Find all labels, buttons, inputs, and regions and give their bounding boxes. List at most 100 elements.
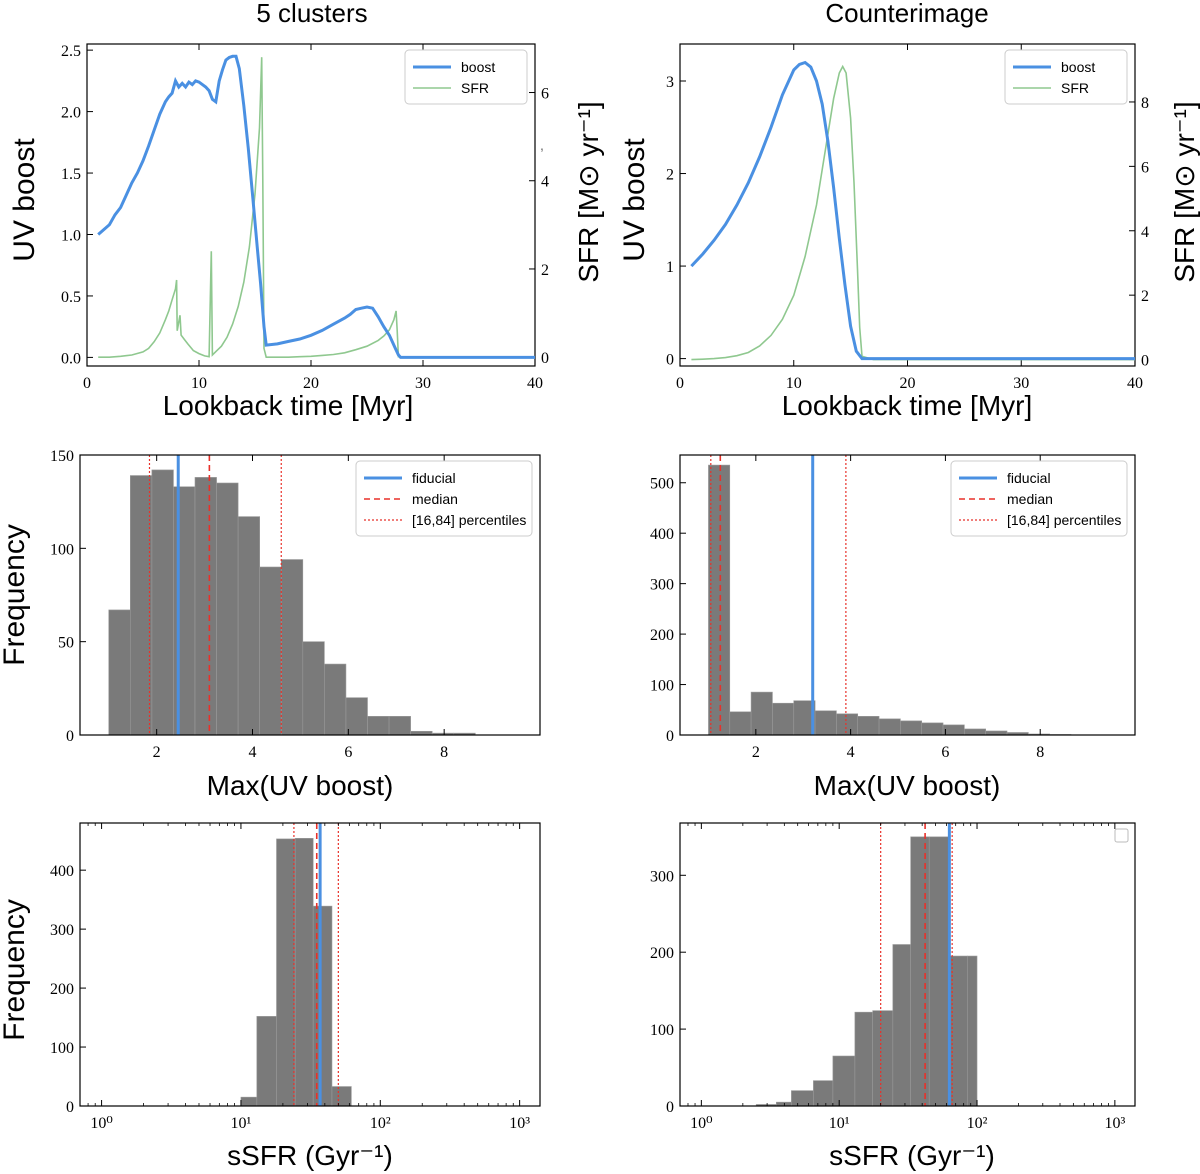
p4-bar (750, 691, 773, 735)
p6-xlabel: sSFR (Gyr⁻¹) (829, 1140, 995, 1171)
p6-bar (791, 1090, 814, 1106)
p4-bar (729, 711, 752, 735)
p5-xtick-label: 10¹ (231, 1115, 252, 1132)
p4-ytick-label: 500 (650, 476, 674, 493)
p3-legend (355, 460, 533, 537)
p4-legend-label-median: median (1007, 491, 1053, 507)
p2-series-boost (690, 60, 1135, 361)
p2-legend-label-sfr: SFR (1061, 80, 1089, 96)
p6-bars (755, 823, 978, 1106)
p6-ytick-label: 200 (650, 945, 674, 962)
p1-xlabel: Lookback time [Myr] (163, 390, 414, 421)
p5-bar (240, 1096, 258, 1106)
p1-ytick-label: 2.5 (61, 43, 81, 60)
p1-legend (404, 49, 528, 105)
p5-bar (276, 838, 296, 1106)
p3-ytick-label: 50 (58, 635, 74, 652)
p3-bar (237, 516, 260, 735)
p1-ytick2-label: 6 (541, 86, 549, 103)
p2-ytick2-label: 8 (1141, 95, 1149, 112)
p2-ytick2-label: 2 (1141, 288, 1149, 305)
p5-bar (331, 1086, 352, 1106)
p6-bar (872, 1010, 894, 1106)
p3-xtick-label: 4 (249, 744, 257, 761)
p1-legend-label-boost: boost (461, 59, 495, 75)
p1-xtick-label: 10 (191, 375, 207, 392)
p2-legend (1004, 49, 1128, 105)
p4-legend (950, 460, 1128, 537)
p5-ytick-label: 400 (50, 863, 74, 880)
p1-legend-label-sfr: SFR (461, 80, 489, 96)
p3-bar (130, 475, 153, 735)
p4-ytick-label: 100 (650, 678, 674, 695)
p6-bar (910, 836, 930, 1106)
p4-ytick-label: 400 (650, 526, 674, 543)
p1-xtick-label: 0 (83, 375, 91, 392)
p3-bar (324, 663, 347, 735)
p2-ylabel: UV boost (618, 138, 651, 262)
p6-bar (948, 955, 968, 1106)
p5-xtick-label: 10⁰ (90, 1115, 112, 1132)
p3-bar (280, 559, 304, 735)
p6-bar (928, 836, 949, 1106)
p2-xtick-label: 40 (1127, 375, 1143, 392)
p6-frame (679, 822, 1136, 1107)
p2-xtick-label: 20 (900, 375, 916, 392)
p3-legend-label-median: median (412, 491, 458, 507)
p1-ytick-label: 0.0 (61, 350, 81, 367)
p2-ytick-label: 2 (666, 167, 674, 184)
p3-legend-label-fiducial: fiducial (412, 470, 456, 486)
p1-ytick2-label: 0 (541, 350, 549, 367)
p5-bar (294, 838, 314, 1106)
p4-ytick-label: 200 (650, 627, 674, 644)
p1-ytick2-label: 4 (541, 174, 549, 191)
p6-bar (854, 1011, 873, 1106)
p3-bar (108, 609, 131, 735)
p3-ylabel: Frequency (0, 524, 31, 666)
p4-bar (878, 718, 901, 735)
p3-bar (151, 469, 174, 735)
p4-frame (679, 454, 1136, 736)
p6-ytick-label: 0 (666, 1099, 674, 1116)
p4-bar (900, 720, 923, 735)
p5-bars (240, 823, 352, 1106)
plots: 0 10 20 30 400.00.51.01.52.02.50246boostSFR0… (50, 43, 1149, 1132)
p4-bar (985, 730, 1008, 735)
p4-xlabel: Max(UV boost) (814, 770, 1001, 801)
p2-legend-label-boost: boost (1061, 59, 1095, 75)
p3-bar (345, 697, 368, 735)
p4-bar (857, 716, 880, 735)
stray-mark: , (540, 137, 544, 153)
p1-ytick-label: 0.5 (61, 289, 81, 306)
p4-ytick-label: 0 (666, 728, 674, 745)
p1-series-sfr (98, 57, 535, 358)
p4-bar (836, 713, 859, 735)
p6-bar (813, 1080, 834, 1106)
p3-bar (259, 566, 282, 735)
p3-ytick-label: 150 (50, 448, 74, 465)
p3-bar (453, 732, 476, 735)
p3-legend-label-percentiles: [16,84] percentiles (412, 512, 526, 528)
p1-ylabel2: SFR [M⊙ yr⁻¹] (573, 101, 604, 282)
p2-xtick-label: 30 (1013, 375, 1029, 392)
p2-ytick2-label: 0 (1141, 353, 1149, 370)
p5-ytick-label: 300 (50, 922, 74, 939)
p4-xtick-label: 6 (941, 744, 949, 761)
p3-xtick-label: 6 (344, 744, 352, 761)
p3-bar (302, 641, 325, 735)
p6-bar (892, 944, 911, 1106)
p6-bar (966, 955, 978, 1106)
p5-ytick-label: 0 (66, 1099, 74, 1116)
p2-ytick-label: 0 (666, 352, 674, 369)
p5-xtick-label: 10³ (509, 1115, 530, 1132)
p6-ytick-label: 300 (650, 868, 674, 885)
p2-xtick-label: 0 (676, 375, 684, 392)
p3-bars (108, 455, 476, 735)
p4-bar (772, 702, 795, 735)
p3-bar (367, 716, 390, 735)
p1-xtick-label: 30 (415, 375, 431, 392)
p2-ytick2-label: 4 (1141, 224, 1149, 241)
p3-bar (173, 486, 196, 735)
p2-ylabel2: SFR [M⊙ yr⁻¹] (1169, 101, 1200, 282)
